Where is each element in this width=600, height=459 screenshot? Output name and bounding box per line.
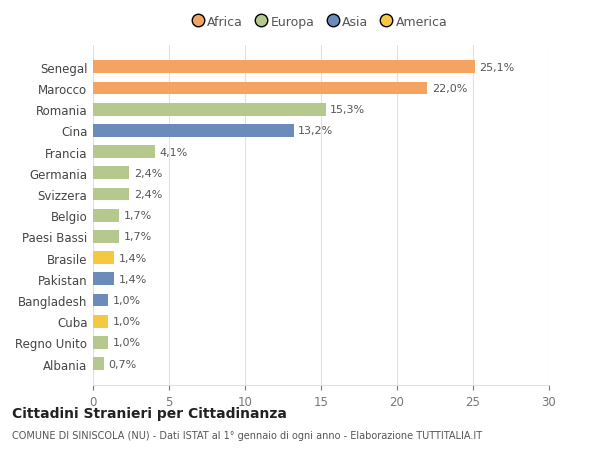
- Text: 1,0%: 1,0%: [113, 338, 141, 347]
- Text: 1,7%: 1,7%: [124, 211, 152, 221]
- Text: 0,7%: 0,7%: [108, 359, 136, 369]
- Text: 1,0%: 1,0%: [113, 317, 141, 326]
- Bar: [93, 230, 119, 243]
- Text: 25,1%: 25,1%: [479, 63, 514, 73]
- Legend: Africa, Europa, Asia, America: Africa, Europa, Asia, America: [191, 12, 451, 33]
- Bar: [93, 104, 326, 116]
- Bar: [93, 315, 108, 328]
- Text: Cittadini Stranieri per Cittadinanza: Cittadini Stranieri per Cittadinanza: [12, 406, 287, 420]
- Bar: [93, 294, 108, 307]
- Text: 1,4%: 1,4%: [119, 253, 147, 263]
- Text: 1,4%: 1,4%: [119, 274, 147, 284]
- Text: COMUNE DI SINISCOLA (NU) - Dati ISTAT al 1° gennaio di ogni anno - Elaborazione : COMUNE DI SINISCOLA (NU) - Dati ISTAT al…: [12, 431, 482, 441]
- Bar: [93, 188, 130, 201]
- Bar: [93, 358, 104, 370]
- Bar: [93, 62, 475, 74]
- Text: 1,7%: 1,7%: [124, 232, 152, 242]
- Text: 2,4%: 2,4%: [134, 190, 163, 200]
- Bar: [93, 273, 114, 285]
- Text: 4,1%: 4,1%: [160, 147, 188, 157]
- Text: 15,3%: 15,3%: [330, 105, 365, 115]
- Bar: [93, 125, 293, 138]
- Bar: [93, 146, 155, 159]
- Bar: [93, 83, 427, 95]
- Text: 2,4%: 2,4%: [134, 168, 163, 179]
- Bar: [93, 252, 114, 264]
- Text: 22,0%: 22,0%: [432, 84, 467, 94]
- Bar: [93, 167, 130, 180]
- Text: 13,2%: 13,2%: [298, 126, 334, 136]
- Bar: [93, 209, 119, 222]
- Text: 1,0%: 1,0%: [113, 295, 141, 305]
- Bar: [93, 336, 108, 349]
